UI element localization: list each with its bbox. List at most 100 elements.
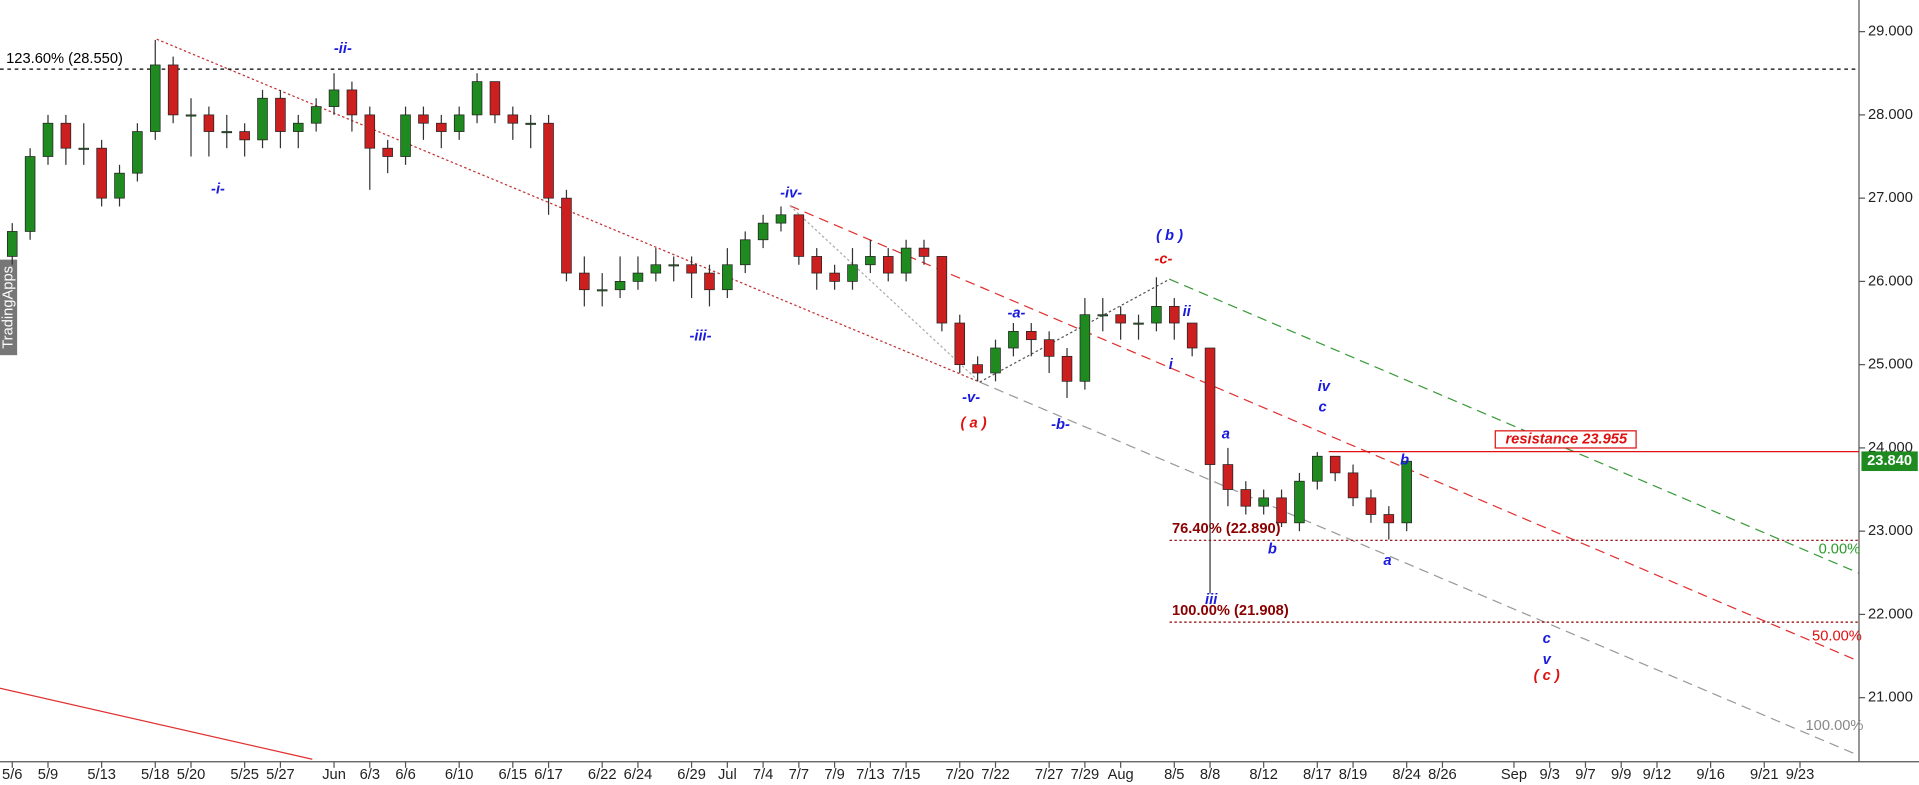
wave-label: b — [1268, 542, 1277, 558]
watermark-box — [0, 259, 18, 356]
y-tick-label: 29.000 — [1868, 24, 1913, 40]
y-tick-label: 28.000 — [1868, 107, 1913, 123]
candle-body — [954, 322, 966, 366]
candle-body — [561, 197, 572, 274]
channel-line — [1169, 278, 1860, 574]
candle-body — [1186, 322, 1198, 349]
candle-body — [1097, 314, 1109, 317]
candle-body — [1258, 497, 1269, 507]
x-tick-label: 7/13 — [856, 767, 885, 783]
x-tick-label: 6/15 — [499, 767, 528, 783]
x-tick-label: 9/12 — [1643, 767, 1672, 783]
candle-body — [596, 289, 608, 292]
candle-body — [1061, 355, 1073, 382]
x-tick-label: 6/6 — [395, 767, 415, 783]
candle-body — [1008, 330, 1019, 349]
wave-label: ( a ) — [961, 416, 987, 432]
candle-body — [1043, 339, 1055, 357]
channel-line — [979, 381, 1860, 757]
wave-label: -ii- — [334, 41, 352, 57]
wave-label: c — [1543, 631, 1551, 647]
candle-body — [990, 347, 1001, 374]
candle-body — [400, 114, 411, 157]
candle-body — [668, 264, 679, 267]
candle-body — [936, 256, 948, 324]
candle-body — [650, 264, 662, 274]
x-tick-label: 5/6 — [2, 767, 22, 783]
candle-body — [328, 89, 340, 107]
candle-body — [42, 122, 54, 157]
x-tick-label: 8/17 — [1303, 767, 1332, 783]
candle-body — [1133, 322, 1144, 325]
wave-label: 0.00% — [1819, 542, 1861, 558]
candle-body — [918, 247, 930, 257]
candle-body — [293, 122, 304, 132]
candle-body — [1240, 489, 1252, 507]
wave-label: iii — [1205, 592, 1218, 608]
wave-label: b — [1400, 452, 1409, 468]
candle-body — [704, 272, 715, 291]
candle-body — [972, 364, 983, 374]
candle-body — [239, 131, 250, 141]
wave-label: -iii- — [689, 329, 711, 345]
candle-body — [1401, 460, 1412, 524]
candle-body — [96, 147, 107, 199]
candle-body — [6, 231, 18, 257]
level-label: 100.00% (21.908) — [1172, 603, 1289, 619]
x-tick-label: 7/15 — [892, 767, 921, 783]
candle-body — [865, 256, 876, 266]
wave-line — [979, 278, 1170, 383]
x-tick-label: 9/21 — [1750, 767, 1779, 783]
candle-body — [150, 64, 161, 132]
x-tick-label: 6/29 — [677, 767, 706, 783]
candle-body — [1383, 514, 1395, 524]
candle-body — [739, 239, 751, 266]
wave-label: 50.00% — [1812, 629, 1862, 645]
level-label: 123.60% (28.550) — [6, 51, 123, 67]
x-tick-label: 9/16 — [1696, 767, 1725, 783]
wave-label: c — [1319, 400, 1327, 416]
candle-body — [847, 264, 858, 282]
x-tick-label: 8/19 — [1339, 767, 1368, 783]
candle-body — [1079, 314, 1091, 382]
candle-body — [1365, 497, 1377, 515]
last-price-label: 23.840 — [1867, 453, 1912, 469]
candle-body — [78, 147, 90, 150]
candle-body — [632, 272, 644, 282]
candle-body — [775, 214, 787, 224]
x-tick-label: 7/27 — [1035, 767, 1064, 783]
candle-body — [346, 89, 358, 116]
x-tick-label: 9/23 — [1786, 767, 1815, 783]
wave-label: ( c ) — [1534, 668, 1560, 684]
trend-line — [0, 687, 313, 760]
x-tick-label: 6/17 — [534, 767, 563, 783]
wave-label: iv — [1318, 379, 1331, 395]
candle-body — [221, 131, 233, 134]
candle-body — [489, 81, 501, 116]
y-tick-label: 27.000 — [1868, 190, 1913, 206]
x-tick-label: 5/20 — [177, 767, 206, 783]
x-tick-label: 8/5 — [1164, 767, 1184, 783]
candle-body — [471, 81, 483, 116]
watermark: TradingApps — [0, 266, 16, 349]
x-tick-label: 5/25 — [230, 767, 259, 783]
y-tick-label: 26.000 — [1868, 273, 1913, 289]
x-tick-label: 6/24 — [624, 767, 653, 783]
x-tick-label: 9/9 — [1611, 767, 1631, 783]
wave-label: ii — [1183, 304, 1192, 320]
candle-body — [436, 122, 447, 132]
x-tick-label: Sep — [1501, 767, 1527, 783]
candle-body — [24, 156, 36, 232]
candle-body — [614, 281, 626, 291]
level-label: 76.40% (22.890) — [1172, 521, 1281, 537]
x-tick-label: 6/10 — [445, 767, 474, 783]
candle-body — [1276, 497, 1287, 524]
x-tick-label: 6/3 — [360, 767, 380, 783]
candle-body — [686, 264, 697, 274]
candle-body — [453, 114, 465, 132]
wave-label: -iv- — [780, 185, 802, 201]
candle-body — [257, 97, 268, 141]
wave-label: -c- — [1154, 252, 1172, 268]
x-tick-label: Jun — [322, 767, 346, 783]
